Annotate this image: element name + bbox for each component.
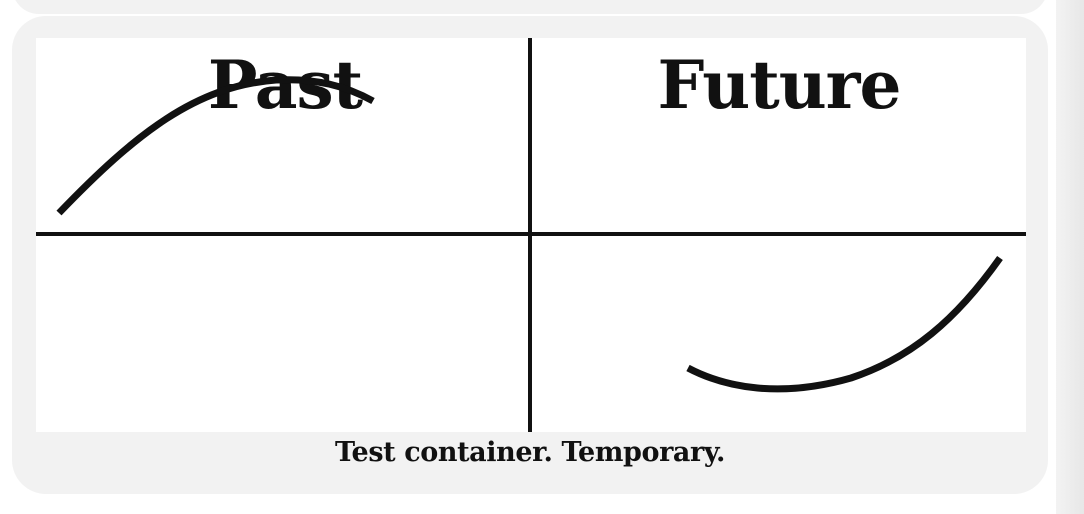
container-caption: Test container. Temporary. bbox=[334, 437, 726, 468]
future-label: Future bbox=[658, 46, 901, 124]
quadrant-diagram: Past Future bbox=[36, 38, 1026, 432]
past-curve bbox=[56, 76, 375, 216]
previous-card-edge bbox=[12, 0, 1048, 14]
future-curve bbox=[686, 255, 1003, 393]
right-edge-shadow bbox=[1056, 0, 1084, 514]
